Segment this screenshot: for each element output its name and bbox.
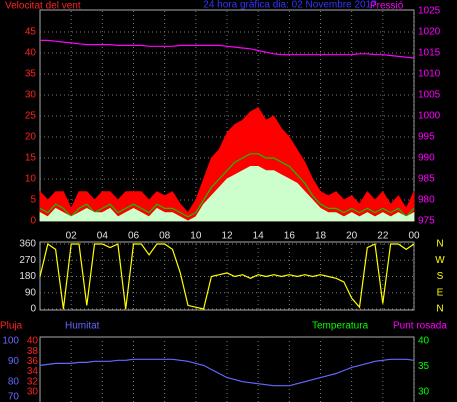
yticks-label: 45 — [25, 27, 37, 38]
y2ticks-label: 1010 — [418, 69, 441, 80]
x-tick-label: 18 — [315, 231, 327, 242]
yticks-label: 20 — [25, 132, 37, 143]
data-line — [39, 243, 415, 310]
yticks-label: 10 — [25, 174, 37, 185]
y2ticks-label: 985 — [418, 174, 435, 185]
data-line — [40, 39, 415, 59]
y2ticks-label: 995 — [418, 132, 435, 143]
y3ticks-label: 36 — [27, 356, 39, 367]
y2ticks-label: 40 — [418, 336, 430, 347]
yticks-label: 90 — [8, 356, 20, 367]
climate-frame — [39, 336, 415, 402]
y2ticks-label: S — [437, 271, 444, 282]
y-axis-label: Velocitat del vent — [5, 1, 81, 12]
y2ticks-label: 990 — [418, 153, 435, 164]
data-area — [39, 166, 415, 222]
y2ticks-label: 1000 — [418, 111, 441, 122]
chart-title: 24 hora gràfica dia: 02 Novembre 2017 — [203, 0, 377, 11]
yticks-label: 90 — [25, 287, 37, 298]
y2ticks-label: 30 — [418, 386, 430, 397]
yticks-label: 25 — [25, 111, 37, 122]
y2ticks-label: 1020 — [418, 27, 441, 38]
yticks-label: 15 — [25, 153, 37, 164]
yticks-label: 100 — [2, 336, 19, 347]
yticks-label: 70 — [8, 392, 20, 402]
x-tick-label: 20 — [346, 231, 358, 242]
x-tick-label: 00 — [408, 231, 420, 242]
x-tick-label: 08 — [159, 231, 171, 242]
x-tick-label: 04 — [97, 231, 109, 242]
x-tick-label: 14 — [253, 231, 265, 242]
data-line — [39, 358, 415, 387]
yticks-label: 360 — [19, 239, 36, 250]
x-tick-label: 06 — [128, 231, 140, 242]
series-label: Humitat — [65, 321, 100, 332]
yticks-label: 0 — [30, 216, 36, 227]
series-label: Pluja — [0, 321, 23, 332]
y3ticks-label: 38 — [27, 346, 39, 357]
y2ticks-label: 1025 — [418, 6, 441, 17]
x-tick-label: 22 — [377, 231, 389, 242]
y3ticks-label: 34 — [27, 366, 39, 377]
yticks-label: 0 — [30, 304, 36, 315]
data-area — [39, 107, 415, 222]
y3ticks-label: 32 — [27, 376, 39, 387]
yticks-label: 270 — [19, 255, 36, 266]
y2ticks-label: W — [435, 255, 445, 266]
y2ticks-label: N — [436, 239, 443, 250]
x-tick-label: 02 — [66, 231, 78, 242]
y2ticks-label: N — [436, 304, 443, 315]
yticks-label: 180 — [19, 271, 36, 282]
y2ticks-label: 1005 — [418, 90, 441, 101]
y2ticks-label: 35 — [418, 361, 430, 372]
y2ticks-label: 975 — [418, 216, 435, 227]
data-line — [39, 153, 415, 218]
y2ticks-label: E — [437, 287, 444, 298]
yticks-label: 40 — [25, 48, 37, 59]
y2-axis-label: Pressió — [370, 1, 404, 12]
yticks-label: 5 — [30, 195, 36, 206]
y3ticks-label: 30 — [27, 386, 39, 397]
y2ticks-label: 980 — [418, 195, 435, 206]
series-label: Temperatura — [312, 321, 369, 332]
yticks-label: 80 — [8, 376, 20, 387]
series-label: Punt rosada — [393, 321, 447, 332]
x-tick-label: 10 — [190, 231, 202, 242]
yticks-label: 30 — [25, 90, 37, 101]
x-tick-label: 16 — [284, 231, 296, 242]
x-tick-label: 12 — [221, 231, 233, 242]
y3ticks-label: 40 — [27, 336, 39, 347]
yticks-label: 35 — [25, 69, 37, 80]
y2ticks-label: 1015 — [418, 48, 441, 59]
